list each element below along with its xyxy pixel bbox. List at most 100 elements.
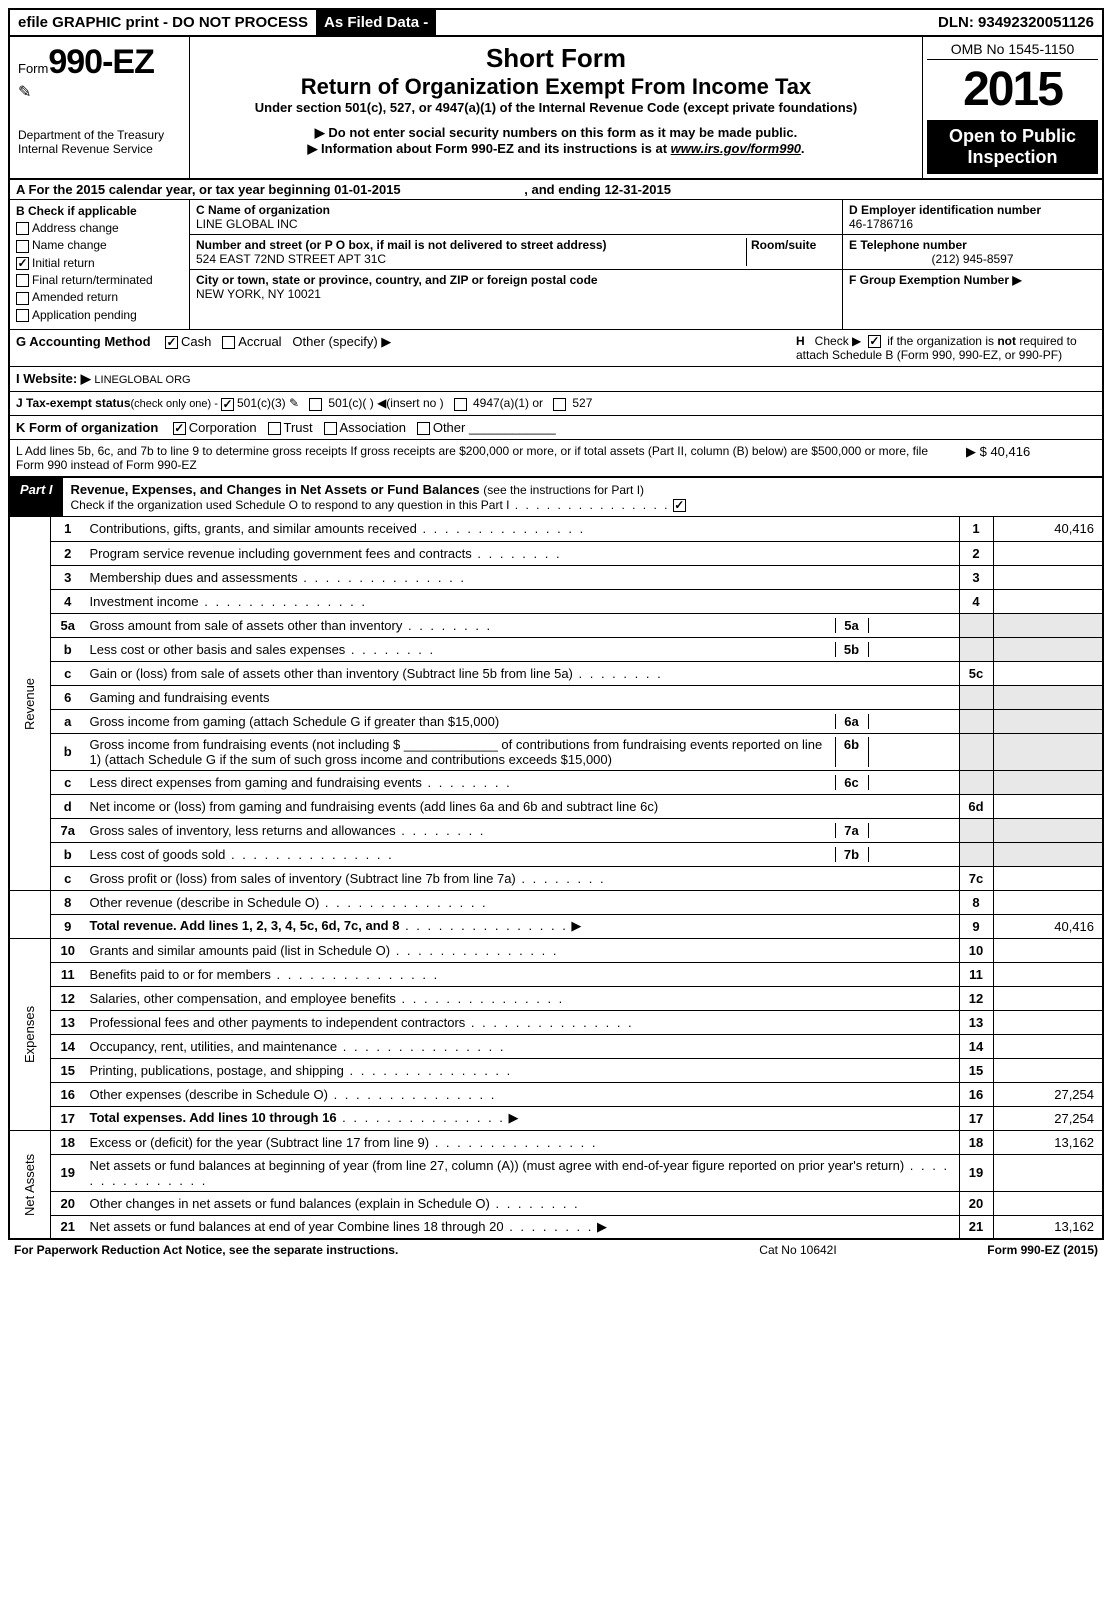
cb-4947[interactable] (454, 398, 467, 411)
accounting-method: G Accounting Method Cash Accrual Other (… (16, 334, 796, 362)
city-state-zip: NEW YORK, NY 10021 (196, 287, 321, 301)
return-title: Return of Organization Exempt From Incom… (200, 74, 912, 100)
telephone-block: E Telephone number (212) 945-8597 (843, 235, 1102, 270)
l-text: L Add lines 5b, 6c, and 7b to line 9 to … (16, 444, 956, 472)
dln-label: DLN: 93492320051126 (930, 10, 1102, 35)
part1-table: Revenue 1 Contributions, gifts, grants, … (8, 517, 1104, 1240)
column-b: B Check if applicable Address change Nam… (10, 200, 190, 329)
side-expenses: Expenses (9, 938, 51, 1130)
cb-application-pending[interactable]: Application pending (16, 308, 183, 322)
efile-label: efile GRAPHIC print - DO NOT PROCESS (10, 10, 316, 35)
line-5a: 5aGross amount from sale of assets other… (9, 613, 1103, 637)
under-section: Under section 501(c), 527, or 4947(a)(1)… (200, 100, 912, 115)
cb-final-return[interactable]: Final return/terminated (16, 273, 183, 287)
row-g-h: G Accounting Method Cash Accrual Other (… (8, 330, 1104, 367)
row-k-form-org: K Form of organization Corporation Trust… (8, 416, 1104, 440)
cb-initial-return[interactable]: Initial return (16, 256, 183, 270)
cb-schedule-o[interactable] (673, 499, 686, 512)
org-name: LINE GLOBAL INC (196, 217, 298, 231)
line-3: 3Membership dues and assessments3 (9, 565, 1103, 589)
side-net-assets: Net Assets (9, 1130, 51, 1239)
line-6a: aGross income from gaming (attach Schedu… (9, 709, 1103, 733)
line-8: 8Other revenue (describe in Schedule O)8 (9, 890, 1103, 914)
line-9: 9Total revenue. Add lines 1, 2, 3, 4, 5c… (9, 914, 1103, 938)
part1-header: Part I Revenue, Expenses, and Changes in… (8, 478, 1104, 517)
page-footer: For Paperwork Reduction Act Notice, see … (8, 1240, 1104, 1260)
cb-501c3[interactable] (221, 398, 234, 411)
line-6: 6Gaming and fundraising events (9, 685, 1103, 709)
cb-association[interactable] (324, 422, 337, 435)
line-20: 20Other changes in net assets or fund ba… (9, 1191, 1103, 1215)
line-5b: bLess cost or other basis and sales expe… (9, 637, 1103, 661)
info-grid: B Check if applicable Address change Nam… (8, 200, 1104, 330)
cb-amended-return[interactable]: Amended return (16, 290, 183, 304)
top-bar: efile GRAPHIC print - DO NOT PROCESS As … (8, 8, 1104, 37)
header-center: Short Form Return of Organization Exempt… (190, 37, 922, 178)
cb-name-change[interactable]: Name change (16, 238, 183, 252)
line-7a: 7aGross sales of inventory, less returns… (9, 818, 1103, 842)
cb-schedule-b[interactable] (868, 335, 881, 348)
tax-year: 2015 (927, 60, 1098, 120)
as-filed-label: As Filed Data - (316, 10, 436, 35)
ssn-warning: ▶ Do not enter social security numbers o… (200, 125, 912, 141)
omb-number: OMB No 1545-1150 (927, 41, 1098, 60)
line-7c: cGross profit or (loss) from sales of in… (9, 866, 1103, 890)
row-j-tax-status: J Tax-exempt status(check only one) - 50… (8, 392, 1104, 415)
dept-label: Department of the Treasury Internal Reve… (18, 128, 181, 156)
form-label: Form (18, 61, 48, 76)
line-1: Revenue 1 Contributions, gifts, grants, … (9, 517, 1103, 541)
irs-link[interactable]: www.irs.gov/form990 (671, 141, 801, 156)
telephone-value: (212) 945-8597 (849, 252, 1096, 266)
form-header: Form990-EZ ✎ Department of the Treasury … (8, 37, 1104, 180)
pra-notice: For Paperwork Reduction Act Notice, see … (14, 1243, 698, 1257)
website-value: LINEGLOBAL ORG (94, 374, 190, 386)
street-block: Number and street (or P O box, if mail i… (190, 235, 842, 270)
cb-other[interactable] (417, 422, 430, 435)
line-21: 21Net assets or fund balances at end of … (9, 1215, 1103, 1239)
row-l: L Add lines 5b, 6c, and 7b to line 9 to … (8, 440, 1104, 478)
line-10: Expenses10Grants and similar amounts pai… (9, 938, 1103, 962)
open-inspection: Open to Public Inspection (927, 120, 1098, 174)
line-6d: dNet income or (loss) from gaming and fu… (9, 794, 1103, 818)
cb-cash[interactable] (165, 336, 178, 349)
column-d: D Employer identification number 46-1786… (842, 200, 1102, 329)
cb-501c[interactable] (309, 398, 322, 411)
cb-527[interactable] (553, 398, 566, 411)
section-a: A For the 2015 calendar year, or tax yea… (8, 180, 1104, 200)
ein-value: 46-1786716 (849, 217, 913, 231)
line-15: 15Printing, publications, postage, and s… (9, 1058, 1103, 1082)
b-header: B Check if applicable (16, 204, 183, 218)
line-5c: cGain or (loss) from sale of assets othe… (9, 661, 1103, 685)
section-h: H Check ▶ if the organization is not req… (796, 334, 1096, 362)
form-number: 990-EZ (48, 43, 154, 81)
side-revenue: Revenue (9, 517, 51, 890)
line-18: Net Assets18Excess or (deficit) for the … (9, 1130, 1103, 1154)
cat-number: Cat No 10642I (698, 1243, 898, 1257)
row-i-website: I Website: ▶ LINEGLOBAL ORG (8, 367, 1104, 392)
street-address: 524 EAST 72ND STREET APT 31C (196, 252, 386, 266)
line-11: 11Benefits paid to or for members11 (9, 962, 1103, 986)
org-name-block: C Name of organization LINE GLOBAL INC (190, 200, 842, 235)
line-14: 14Occupancy, rent, utilities, and mainte… (9, 1034, 1103, 1058)
cb-corporation[interactable] (173, 422, 186, 435)
header-right: OMB No 1545-1150 2015 Open to Public Ins… (922, 37, 1102, 178)
cb-trust[interactable] (268, 422, 281, 435)
short-form-title: Short Form (200, 43, 912, 74)
line-7b: bLess cost of goods sold7b (9, 842, 1103, 866)
line-2: 2Program service revenue including gover… (9, 541, 1103, 565)
header-left: Form990-EZ ✎ Department of the Treasury … (10, 37, 190, 178)
group-exemption-block: F Group Exemption Number ▶ (843, 270, 1102, 290)
line-12: 12Salaries, other compensation, and empl… (9, 986, 1103, 1010)
cb-address-change[interactable]: Address change (16, 221, 183, 235)
line-4: 4Investment income4 (9, 589, 1103, 613)
ein-block: D Employer identification number 46-1786… (843, 200, 1102, 235)
city-block: City or town, state or province, country… (190, 270, 842, 304)
column-c: C Name of organization LINE GLOBAL INC N… (190, 200, 842, 329)
line-16: 16Other expenses (describe in Schedule O… (9, 1082, 1103, 1106)
line-6b: bGross income from fundraising events (n… (9, 733, 1103, 770)
line-17: 17Total expenses. Add lines 10 through 1… (9, 1106, 1103, 1130)
cb-accrual[interactable] (222, 336, 235, 349)
l-amount: ▶ $ 40,416 (956, 444, 1096, 472)
part1-desc: Revenue, Expenses, and Changes in Net As… (63, 478, 1102, 516)
line-19: 19Net assets or fund balances at beginni… (9, 1154, 1103, 1191)
